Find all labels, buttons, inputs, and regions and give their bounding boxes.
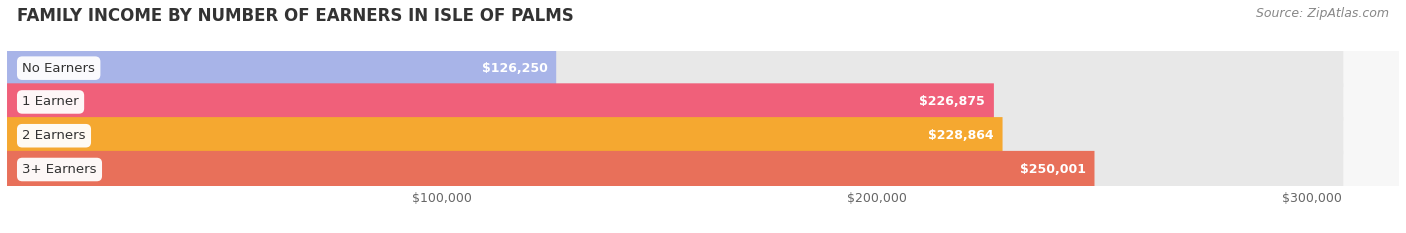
Text: $228,864: $228,864: [928, 129, 994, 142]
FancyBboxPatch shape: [7, 117, 1343, 154]
Text: $250,001: $250,001: [1019, 163, 1085, 176]
FancyBboxPatch shape: [7, 117, 1002, 154]
Text: FAMILY INCOME BY NUMBER OF EARNERS IN ISLE OF PALMS: FAMILY INCOME BY NUMBER OF EARNERS IN IS…: [17, 7, 574, 25]
Text: $126,250: $126,250: [482, 62, 547, 75]
Text: 1 Earner: 1 Earner: [22, 96, 79, 108]
FancyBboxPatch shape: [7, 83, 1343, 120]
Text: 2 Earners: 2 Earners: [22, 129, 86, 142]
Text: No Earners: No Earners: [22, 62, 96, 75]
Text: $226,875: $226,875: [920, 96, 986, 108]
Text: 3+ Earners: 3+ Earners: [22, 163, 97, 176]
FancyBboxPatch shape: [7, 83, 994, 120]
FancyBboxPatch shape: [7, 50, 1343, 87]
FancyBboxPatch shape: [7, 151, 1094, 188]
FancyBboxPatch shape: [7, 50, 557, 87]
Text: Source: ZipAtlas.com: Source: ZipAtlas.com: [1256, 7, 1389, 20]
FancyBboxPatch shape: [7, 151, 1343, 188]
